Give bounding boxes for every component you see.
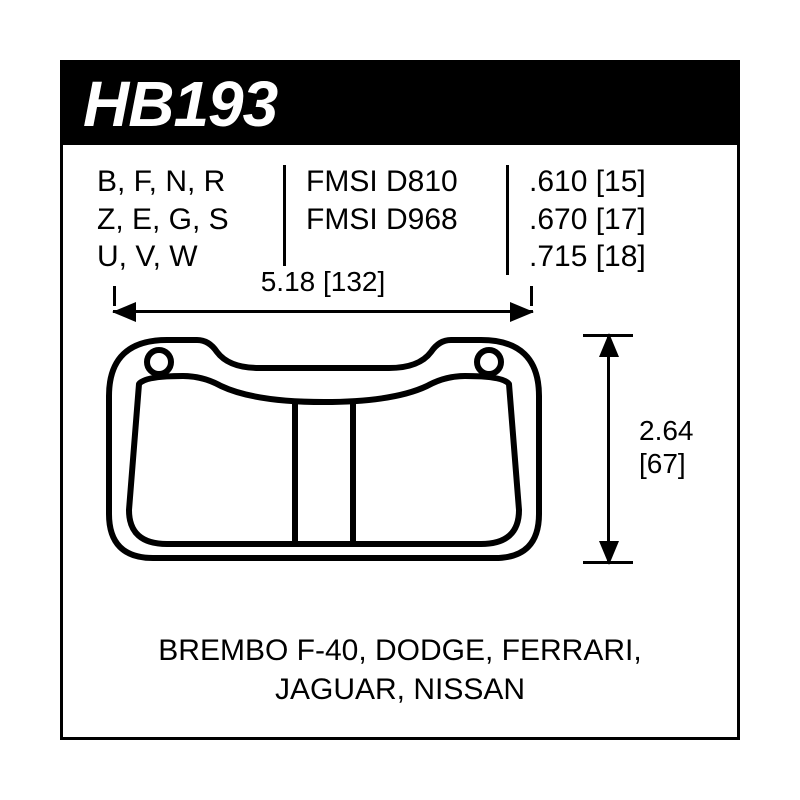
height-label: 2.64 [67]: [639, 414, 694, 481]
height-value: 2.64: [639, 414, 694, 448]
applications: BREMBO F-40, DODGE, FERRARI, JAGUAR, NIS…: [63, 631, 737, 709]
column-divider: [283, 165, 286, 275]
applications-line: BREMBO F-40, DODGE, FERRARI,: [113, 631, 687, 670]
fmsi-line: FMSI D810: [306, 163, 496, 201]
compounds-line: B, F, N, R: [97, 163, 277, 201]
spec-card: HB193 B, F, N, R Z, E, G, S U, V, W FMSI…: [60, 60, 740, 740]
dimension-line: [607, 334, 610, 564]
applications-line: JAGUAR, NISSAN: [113, 670, 687, 709]
arrow-right-icon: [510, 302, 534, 322]
arrow-up-icon: [599, 333, 619, 357]
spec-columns: B, F, N, R Z, E, G, S U, V, W FMSI D810 …: [63, 145, 737, 276]
compounds-column: B, F, N, R Z, E, G, S U, V, W: [97, 163, 277, 276]
part-number-header: HB193: [63, 63, 737, 145]
diagram-zone: 5.18 [132] 2.64: [63, 276, 737, 596]
thickness-line: .670 [17]: [529, 201, 707, 239]
thickness-column: .610 [15] .670 [17] .715 [18]: [529, 163, 707, 276]
thickness-line: .715 [18]: [529, 238, 707, 276]
brake-pad-outline: [105, 334, 543, 564]
column-divider: [506, 165, 509, 275]
fmsi-column: FMSI D810 FMSI D968: [306, 163, 496, 238]
dimension-line: [113, 310, 533, 313]
compounds-line: Z, E, G, S: [97, 201, 277, 239]
height-dimension: 2.64 [67]: [583, 334, 733, 564]
arrow-left-icon: [112, 302, 136, 322]
height-value-mm: [67]: [639, 447, 694, 481]
width-dimension: 5.18 [132]: [113, 292, 533, 332]
fmsi-line: FMSI D968: [306, 201, 496, 239]
arrow-down-icon: [599, 541, 619, 565]
width-label: 5.18 [132]: [238, 266, 408, 298]
thickness-line: .610 [15]: [529, 163, 707, 201]
